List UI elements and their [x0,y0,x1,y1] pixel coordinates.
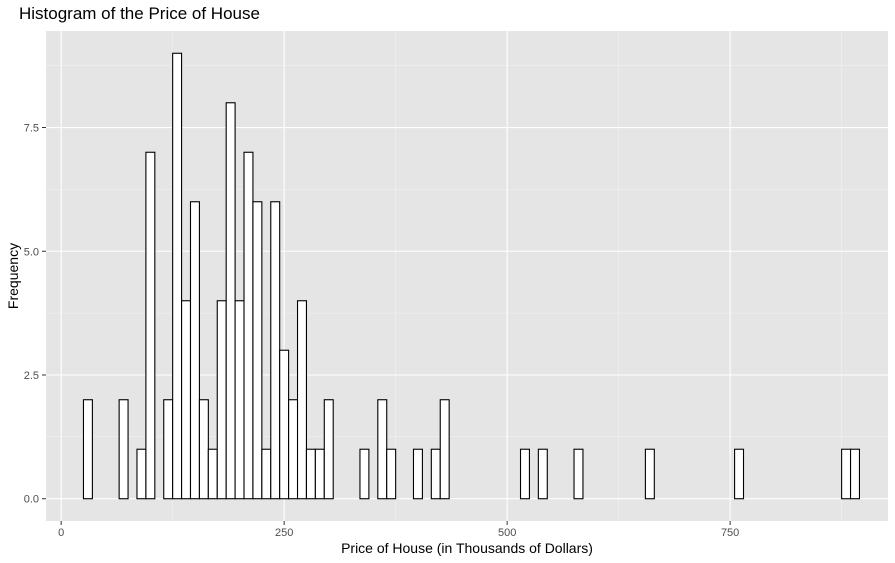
histogram-bar [305,448,316,500]
histogram-bar [279,349,290,500]
y-tick-label: 7.5 [24,123,39,135]
x-tick-label: 0 [58,527,64,539]
histogram-bar [377,399,388,500]
y-tick-label: 5.0 [24,246,39,258]
histogram-bar [198,399,209,500]
histogram-bar [163,399,174,500]
histogram-bar [82,399,93,500]
y-axis-title: Frequency [5,243,21,309]
histogram-bar [288,399,299,500]
y-tick-label: 0.0 [24,494,39,506]
x-axis: 0 250 500 750 [58,521,739,539]
y-axis: 0.0 2.5 5.0 7.5 [24,123,46,506]
histogram-bar [537,448,548,500]
x-axis-title: Price of House (in Thousands of Dollars) [341,540,593,556]
histogram-bar [145,151,156,500]
histogram-bar [386,448,397,500]
histogram-bar [270,201,281,500]
histogram-bars [82,52,861,500]
histogram-bar [261,448,272,500]
histogram-bar [519,448,530,500]
histogram-bar [644,448,655,500]
histogram-bar [734,448,745,500]
histogram-bar [181,300,192,500]
histogram-bar [234,300,245,500]
x-tick-label: 750 [721,527,739,539]
histogram-bar [573,448,584,500]
histogram-bar [216,300,227,500]
x-tick-label: 250 [275,527,293,539]
histogram-bar [207,448,218,500]
histogram-bar [430,448,441,500]
histogram-bar [243,151,254,500]
histogram-bar [296,300,307,500]
histogram-bar [136,448,147,500]
histogram-bar [439,399,450,500]
y-tick-label: 2.5 [24,370,39,382]
histogram-bar [172,52,183,500]
histogram-bar [118,399,129,500]
major-gridlines [46,31,888,521]
histogram-bar [314,448,325,500]
histogram-bar [189,201,200,500]
histogram-bar [359,448,370,500]
histogram-bar [849,448,861,500]
x-tick-label: 500 [498,527,516,539]
chart-title: Histogram of the Price of House [19,4,260,23]
histogram-bar [323,399,334,500]
histogram-bar [225,102,236,500]
histogram-bar [252,201,263,500]
histogram-bar [412,448,423,500]
histogram-bar [841,448,852,500]
